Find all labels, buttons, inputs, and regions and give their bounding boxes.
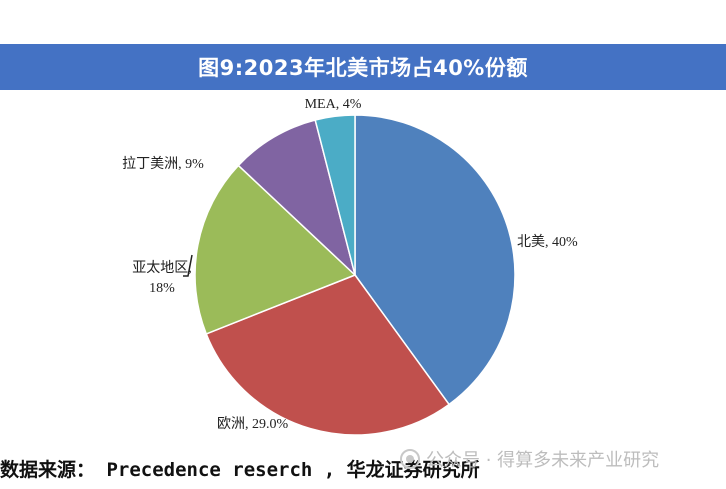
wechat-icon	[400, 449, 420, 469]
slice-label-1: 欧洲, 29.0%	[217, 416, 288, 432]
slice-label-3: 拉丁美洲, 9%	[122, 156, 204, 172]
source-note: 数据来源： Precedence reserch , 华龙证券研究所	[0, 459, 480, 481]
leader-line	[183, 254, 193, 277]
watermark-text: 公众号 · 得算多未来产业研究	[426, 450, 660, 471]
pie-slice-0	[354, 114, 516, 406]
watermark: 公众号 · 得算多未来产业研究	[400, 446, 659, 472]
pie-slice-1	[205, 274, 451, 436]
slice-label-2: 亚太地区, 18%	[132, 260, 192, 296]
pie-slice-2	[194, 164, 357, 335]
chart-title: 图9:2023年北美市场占40%份额	[198, 56, 528, 80]
slice-label-4: MEA, 4%	[305, 97, 362, 112]
slice-label-0: 北美, 40%	[517, 234, 578, 250]
title-bar: 图9:2023年北美市场占40%份额	[0, 44, 726, 90]
pie-slice-4	[314, 114, 356, 276]
pie-slice-3	[237, 119, 357, 278]
